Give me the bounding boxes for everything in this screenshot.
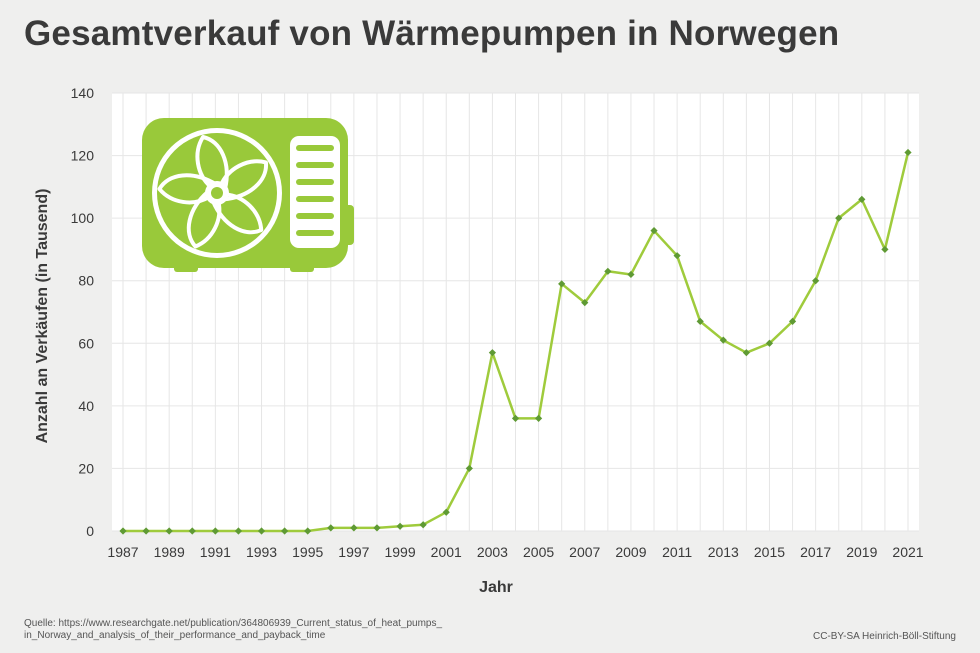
heat-pump-icon <box>142 118 354 272</box>
data-point <box>719 336 727 344</box>
x-tick-label: 2003 <box>477 544 508 560</box>
data-point <box>281 527 289 535</box>
data-point <box>835 214 843 222</box>
x-axis-title: Jahr <box>479 579 513 596</box>
x-tick-label: 1987 <box>107 544 138 560</box>
y-tick-label: 20 <box>78 460 94 476</box>
icon-grille-slat <box>296 179 334 185</box>
y-tick-label: 0 <box>86 523 94 539</box>
x-tick-label: 2017 <box>800 544 831 560</box>
data-point <box>881 245 889 254</box>
x-tick-label: 2015 <box>754 544 785 560</box>
data-point <box>396 522 404 530</box>
data-point <box>419 521 427 529</box>
data-point <box>534 414 543 422</box>
data-point <box>904 148 912 157</box>
data-point <box>627 270 635 279</box>
y-axis-ticks: 0 20 40 60 80 100 120 140 <box>71 85 95 539</box>
x-tick-label: 2007 <box>569 544 600 560</box>
icon-grille-slat <box>296 230 334 236</box>
icon-grille-slat <box>296 213 334 219</box>
x-tick-label: 1995 <box>292 544 323 560</box>
data-point <box>350 524 358 532</box>
icon-fan-hub-inner <box>211 187 223 199</box>
credit-note: CC-BY-SA Heinrich-Böll-Stiftung <box>812 631 956 642</box>
data-point <box>765 339 774 347</box>
data-point <box>696 317 704 325</box>
data-point <box>165 527 173 535</box>
icon-fan-blade <box>157 173 218 205</box>
data-point <box>858 195 866 203</box>
icon-grille-slat <box>296 162 334 168</box>
data-point <box>650 227 658 235</box>
data-point <box>788 317 797 325</box>
data-point <box>188 527 196 535</box>
icon-fan-blade <box>186 189 222 249</box>
x-tick-label: 2013 <box>708 544 739 560</box>
icon-fan-blade <box>210 192 264 235</box>
x-tick-label: 2021 <box>892 544 923 560</box>
x-tick-label: 2001 <box>431 544 462 560</box>
x-tick-label: 1999 <box>384 544 415 560</box>
data-point <box>465 464 473 473</box>
y-tick-label: 100 <box>71 210 95 226</box>
data-point <box>558 280 566 288</box>
x-tick-label: 1993 <box>246 544 277 560</box>
x-tick-label: 2009 <box>615 544 646 560</box>
data-point <box>327 524 335 532</box>
data-point <box>211 527 219 535</box>
y-tick-label: 80 <box>78 273 94 289</box>
y-tick-label: 140 <box>71 85 95 101</box>
data-point <box>673 252 681 260</box>
data-point <box>742 349 750 357</box>
chart-title: Gesamtverkauf von Wärmepumpen in Norwege… <box>24 14 840 53</box>
data-point <box>604 267 612 275</box>
data-point <box>488 349 497 357</box>
data-point <box>257 527 266 535</box>
icon-grille-slat <box>296 196 334 202</box>
data-point <box>812 277 820 285</box>
data-point <box>234 527 243 535</box>
source-note: Quelle: https://www.researchgate.net/pub… <box>24 618 443 641</box>
x-axis-ticks: 1987 1989 1991 1993 1995 1997 1999 2001 2003 2005… <box>107 544 923 560</box>
x-tick-label: 1997 <box>338 544 369 560</box>
data-point <box>142 527 150 535</box>
x-tick-label: 2019 <box>846 544 877 560</box>
data-point <box>581 299 589 307</box>
x-tick-label: 1991 <box>200 544 231 560</box>
y-tick-label: 40 <box>78 398 94 414</box>
x-tick-label: 1989 <box>154 544 185 560</box>
x-tick-label: 2011 <box>662 544 692 560</box>
data-point <box>442 508 450 516</box>
icon-fan-blade <box>218 159 268 202</box>
icon-grille-slat <box>296 145 334 151</box>
data-point <box>304 527 312 535</box>
data-point <box>119 527 127 535</box>
y-axis-title: Anzahl an Verkäufen (in Tausend) <box>34 189 51 444</box>
data-point <box>511 414 520 422</box>
y-tick-label: 120 <box>71 148 95 164</box>
data-point <box>373 524 381 532</box>
y-tick-label: 60 <box>78 335 94 351</box>
x-tick-label: 2005 <box>523 544 554 560</box>
data-markers <box>119 148 912 535</box>
